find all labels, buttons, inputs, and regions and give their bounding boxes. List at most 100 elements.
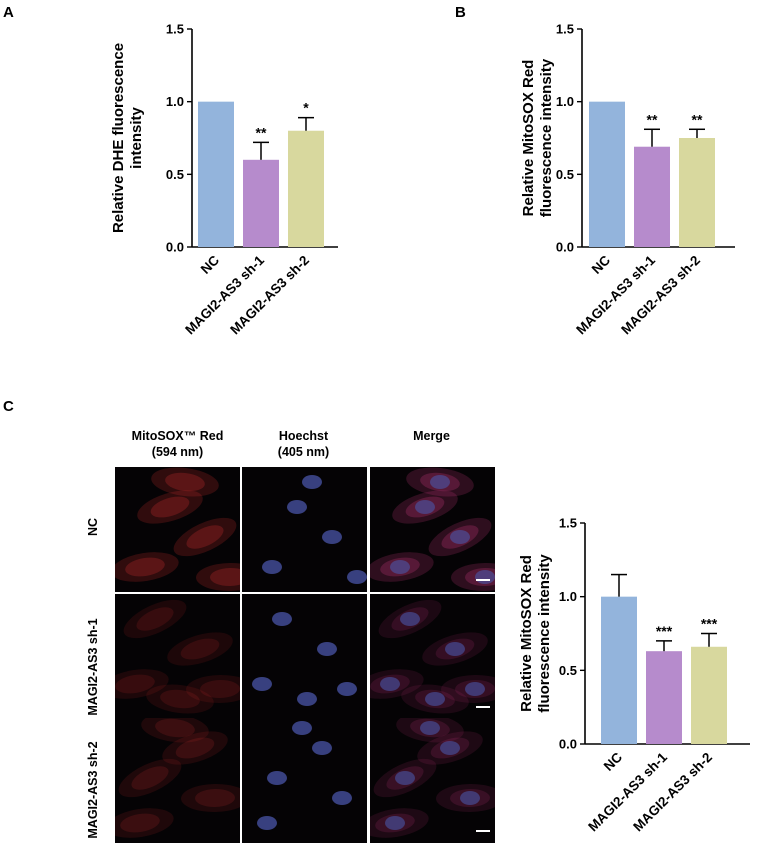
chart-c-significance-1: ***: [656, 623, 673, 639]
chart-c-x-tick-label-1: MAGI2-AS3 sh-1: [585, 749, 670, 834]
chart-b-mitosox: 0.0 0.5 1.0 1.5 Relative MitoSOX Redfluoresc…: [455, 0, 765, 390]
chart-b-significance-2: **: [692, 111, 703, 127]
column-header-hoechst-line1: Hoechst: [278, 429, 329, 443]
chart-c-significance-2: ***: [701, 616, 718, 632]
cytoplasm-red-core: [136, 607, 174, 631]
cytoplasm-red-core: [115, 674, 155, 694]
tile-background: [115, 718, 240, 843]
nucleus-blue: [475, 570, 495, 584]
cytoplasm-red-core: [150, 496, 190, 518]
tile-image: [242, 467, 367, 592]
nucleus-blue: [287, 500, 307, 514]
tile-background: [115, 594, 240, 719]
chart-b-y-tick-label: 0.5: [556, 167, 574, 182]
chart-b-svg: 0.0 0.5 1.0 1.5 Relative MitoSOX Redfluoresc…: [520, 22, 735, 338]
chart-a-significance-1: **: [256, 124, 267, 140]
chart-c-x-tick-label-0: NC: [601, 749, 626, 774]
tile-merge-magi2-as3-sh-2: [370, 718, 495, 843]
chart-a-x-tick-label-2: MAGI2-AS3 sh-2: [227, 253, 312, 338]
nucleus-blue: [267, 771, 287, 785]
chart-a-x-tick-label-1: MAGI2-AS3 sh-1: [182, 252, 267, 337]
nucleus-blue: [450, 530, 470, 544]
nucleus-blue: [430, 475, 450, 489]
tile-hoechst-magi2-as3-sh-2: [242, 718, 367, 843]
cytoplasm-red: [167, 632, 233, 666]
row-label-sh2: MAGI2-AS3 sh-2: [86, 741, 100, 839]
nucleus-blue: [380, 677, 400, 691]
chart-b-x-tick-label-2: MAGI2-AS3 sh-2: [618, 253, 703, 338]
chart-b-y-tick-label: 1.5: [556, 22, 574, 37]
nucleus-blue: [440, 741, 460, 755]
nucleus-blue: [347, 570, 367, 584]
chart-b-x-tick-label-1: MAGI2-AS3 sh-1: [573, 252, 658, 337]
chart-a-y-tick-label: 0.0: [166, 240, 184, 255]
tile-background: [370, 467, 495, 592]
column-header-hoechst-line2: (405 nm): [277, 445, 330, 459]
column-header-hoechst: Hoechst (405 nm): [241, 428, 366, 460]
chart-a-x-tick-label-0: NC: [198, 252, 223, 277]
nucleus-blue: [262, 560, 282, 574]
nucleus-blue: [420, 721, 440, 735]
nucleus-blue: [322, 530, 342, 544]
tile-image: [370, 594, 495, 719]
tile-image: [370, 718, 495, 843]
nucleus-blue: [332, 791, 352, 805]
chart-c-y-tick-label: 0.5: [559, 663, 577, 678]
tile-background: [242, 467, 367, 592]
tile-image: [242, 594, 367, 719]
cytoplasm-red: [137, 490, 203, 524]
cytoplasm-red: [118, 758, 182, 798]
cytoplasm-red-core: [186, 525, 224, 549]
nucleus-blue: [257, 816, 277, 830]
nucleus-blue: [312, 741, 332, 755]
column-header-mitosox-line1: MitoSOX™ Red: [131, 429, 224, 443]
chart-a-significance-2: *: [303, 100, 309, 116]
nucleus-blue: [445, 642, 465, 656]
chart-b-bar-0: [589, 101, 625, 248]
column-header-merge-line1: Merge: [413, 429, 450, 443]
nucleus-blue: [465, 682, 485, 696]
chart-c-bar-1: [646, 651, 682, 744]
row-label-nc: NC: [86, 517, 100, 537]
cytoplasm-red-core: [155, 718, 195, 738]
nucleus-blue: [297, 692, 317, 706]
nucleus-blue: [390, 560, 410, 574]
cytoplasm-red-core: [131, 766, 169, 790]
chart-b-y-tick-label: 1.0: [556, 94, 574, 109]
tile-image: [115, 467, 240, 592]
column-header-mitosox: MitoSOX™ Red (594 nm): [115, 428, 240, 460]
nucleus-blue: [337, 682, 357, 696]
tile-background: [115, 467, 240, 592]
cytoplasm-red-core: [125, 557, 165, 577]
nucleus-blue: [302, 475, 322, 489]
chart-a-svg: 0.0 0.5 1.0 1.5 Relative DHE fluorescenceint…: [110, 22, 338, 338]
row-label-sh1: MAGI2-AS3 sh-1: [86, 618, 100, 716]
cytoplasm-red-core: [120, 813, 160, 833]
chart-a-y-tick-label: 1.0: [166, 94, 184, 109]
cytoplasm-red: [141, 718, 209, 743]
tile-hoechst-nc: [242, 467, 367, 592]
tile-mitosox-magi2-as3-sh-1: [115, 594, 240, 719]
chart-c-y-tick-label: 1.0: [559, 589, 577, 604]
column-header-merge: Merge: [369, 428, 494, 444]
cytoplasm-red: [123, 599, 187, 639]
chart-a-y-label-line: intensity: [128, 107, 145, 169]
chart-b-bar-2: [679, 138, 715, 247]
chart-c-x-tick-label-2: MAGI2-AS3 sh-2: [630, 750, 715, 835]
nucleus-blue: [395, 771, 415, 785]
cytoplasm-red-core: [160, 689, 200, 709]
panel-letter-b: B: [455, 4, 466, 21]
chart-b-y-tick-label: 0.0: [556, 240, 574, 255]
chart-c-y-label-line: fluorescence intensity: [536, 554, 553, 713]
chart-b-y-label: Relative MitoSOX Redfluorescence intensi…: [520, 58, 555, 217]
tile-image: [370, 467, 495, 592]
chart-c-bar-2: [691, 646, 727, 744]
chart-c-y-label-line: Relative MitoSOX Red: [518, 555, 535, 712]
cytoplasm-red: [173, 517, 237, 557]
tile-image: [115, 594, 240, 719]
nucleus-blue: [317, 642, 337, 656]
cytoplasm-red: [181, 783, 240, 813]
cytoplasm-red-core: [195, 788, 235, 808]
cytoplasm-red: [162, 731, 228, 765]
nucleus-blue: [460, 791, 480, 805]
